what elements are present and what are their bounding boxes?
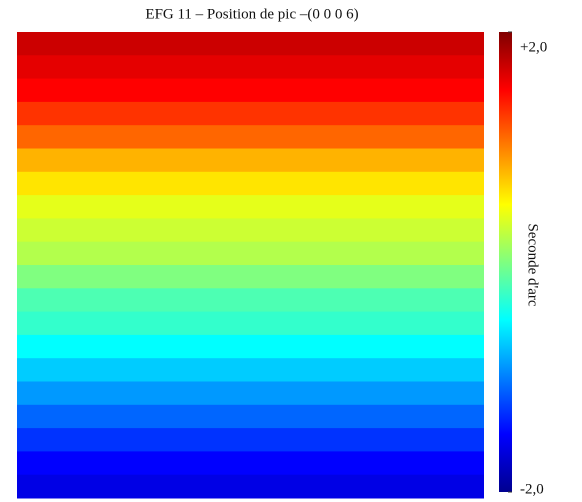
colorbar-label: Seconde d'arc: [525, 223, 541, 306]
heatmap-row: [17, 195, 484, 219]
heatmap-row: [17, 218, 484, 243]
heatmap-row: [17, 428, 484, 452]
colorbar-tick-label: +2,0: [520, 39, 547, 55]
heatmap-row: [17, 78, 484, 103]
heatmap-row: [17, 148, 484, 173]
heatmap-row: [17, 288, 484, 313]
heatmap-row: [17, 451, 484, 476]
heatmap-row: [17, 474, 484, 499]
colorbar: [499, 32, 512, 492]
heatmap-row: [17, 381, 484, 406]
heatmap-row: [17, 311, 484, 336]
heatmap-row: [17, 171, 484, 196]
heatmap-row: [17, 125, 484, 149]
heatmap-row: [17, 334, 484, 359]
heatmap-row: [17, 101, 484, 126]
heatmap-row: [17, 32, 484, 56]
colorbar-tick-label: -2,0: [520, 481, 544, 497]
heatmap-row: [17, 241, 484, 266]
heatmap-row: [17, 265, 484, 289]
heatmap-row: [17, 55, 484, 80]
heatmap-row: [17, 404, 484, 429]
heatmap-row: [17, 358, 484, 382]
chart-title: EFG 11 – Position de pic –(0 0 0 6): [145, 6, 358, 22]
